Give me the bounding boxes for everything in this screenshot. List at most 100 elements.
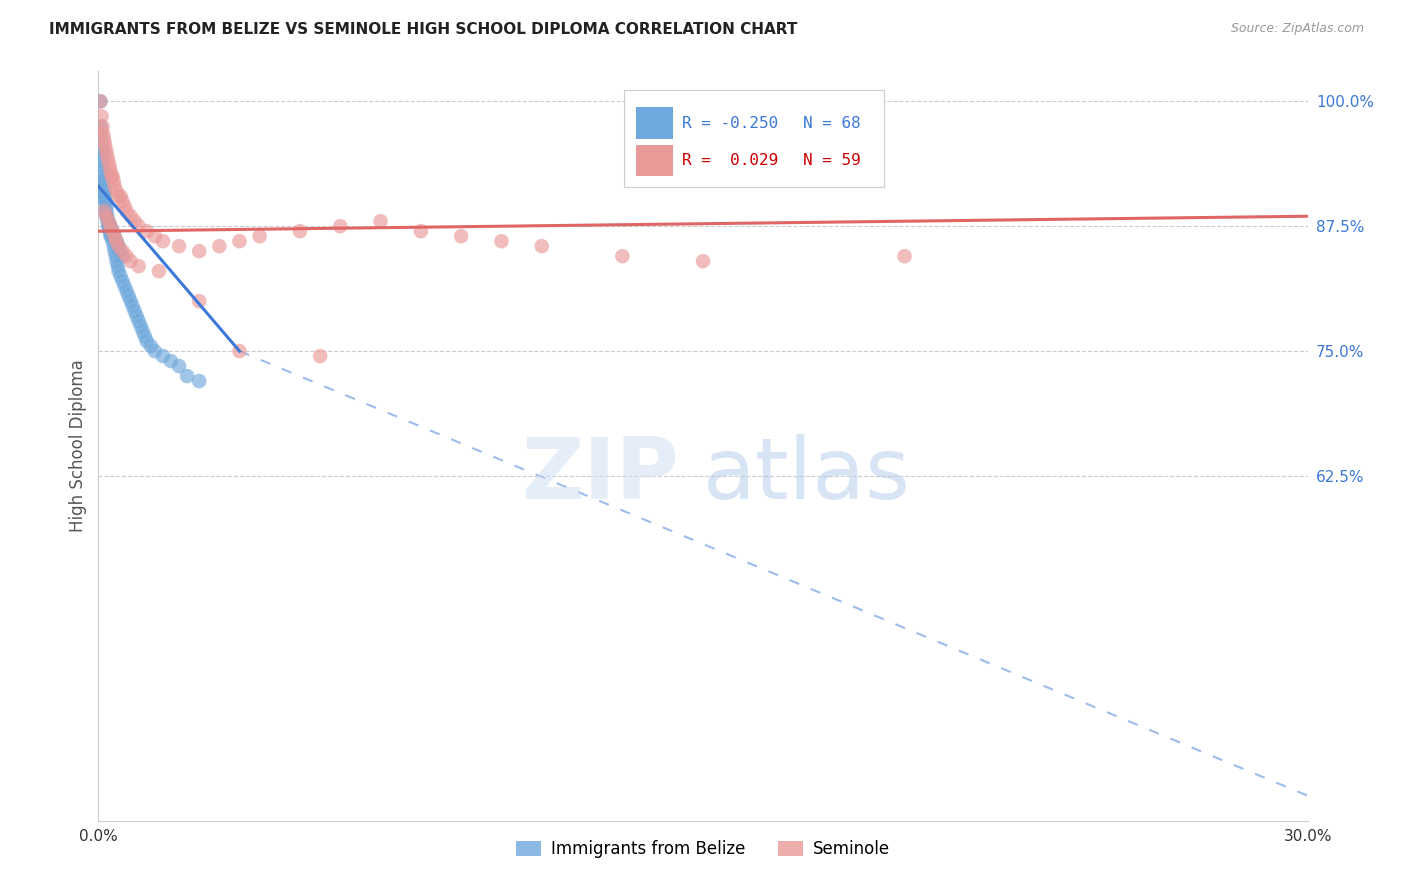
Point	[107, 239, 129, 253]
Point	[692, 254, 714, 268]
Point	[120, 294, 142, 309]
Point	[98, 224, 121, 238]
Point	[143, 229, 166, 244]
Point	[98, 159, 121, 173]
Point	[91, 149, 114, 163]
Point	[612, 249, 634, 263]
Point	[93, 129, 115, 144]
Point	[93, 189, 115, 203]
Point	[96, 214, 118, 228]
Text: IMMIGRANTS FROM BELIZE VS SEMINOLE HIGH SCHOOL DIPLOMA CORRELATION CHART: IMMIGRANTS FROM BELIZE VS SEMINOLE HIGH …	[49, 22, 797, 37]
Point	[96, 204, 118, 219]
Point	[96, 199, 118, 213]
Point	[100, 219, 122, 234]
Point	[98, 224, 121, 238]
Point	[93, 174, 115, 188]
Point	[100, 169, 122, 184]
Point	[94, 194, 117, 209]
Point	[129, 319, 152, 334]
Point	[103, 229, 125, 244]
Point	[89, 95, 111, 109]
Point	[121, 299, 143, 313]
Point	[97, 219, 120, 234]
Point	[110, 244, 132, 259]
Point	[100, 229, 122, 244]
Point	[91, 179, 114, 194]
Point	[491, 234, 513, 248]
Text: N = 59: N = 59	[803, 153, 860, 168]
Point	[104, 249, 127, 263]
FancyBboxPatch shape	[624, 90, 884, 187]
Point	[111, 249, 134, 263]
Point	[148, 264, 170, 278]
Point	[96, 145, 118, 159]
Point	[105, 234, 128, 248]
Point	[160, 354, 183, 368]
Point	[97, 154, 120, 169]
Point	[100, 164, 122, 178]
Point	[124, 304, 146, 318]
Point	[97, 219, 120, 234]
Point	[103, 179, 125, 194]
Text: N = 68: N = 68	[803, 116, 860, 130]
Text: Source: ZipAtlas.com: Source: ZipAtlas.com	[1230, 22, 1364, 36]
Point	[176, 369, 198, 384]
Point	[134, 329, 156, 343]
Point	[90, 109, 112, 123]
Point	[132, 324, 155, 338]
Point	[103, 239, 125, 253]
Point	[450, 229, 472, 244]
Point	[115, 249, 138, 263]
Point	[530, 239, 553, 253]
Point	[105, 234, 128, 248]
Point	[228, 234, 250, 248]
Point	[101, 234, 124, 248]
Point	[228, 344, 250, 359]
Point	[118, 289, 141, 303]
Point	[89, 95, 111, 109]
Bar	[637, 107, 672, 139]
Point	[249, 229, 271, 244]
Point	[89, 120, 111, 134]
Point	[103, 174, 125, 188]
Point	[128, 259, 150, 273]
Point	[96, 209, 118, 223]
Point	[110, 189, 132, 203]
Point	[288, 224, 311, 238]
Point	[114, 279, 136, 293]
Point	[124, 214, 146, 228]
Y-axis label: High School Diploma: High School Diploma	[69, 359, 87, 533]
Point	[91, 164, 114, 178]
Text: R = -0.250: R = -0.250	[682, 116, 779, 130]
Point	[94, 184, 117, 198]
Point	[90, 129, 112, 144]
Point	[93, 179, 115, 194]
Point	[128, 219, 150, 234]
Point	[143, 344, 166, 359]
Point	[94, 139, 117, 153]
Point	[128, 314, 150, 328]
Point	[125, 309, 148, 323]
Point	[152, 349, 174, 363]
Point	[208, 239, 231, 253]
Point	[96, 209, 118, 223]
Point	[135, 334, 157, 348]
Point	[91, 154, 114, 169]
Point	[105, 254, 128, 268]
Point	[101, 169, 124, 184]
Point	[115, 204, 138, 219]
Point	[120, 254, 142, 268]
Point	[94, 194, 117, 209]
Point	[100, 219, 122, 234]
Point	[93, 134, 115, 148]
Point	[91, 159, 114, 173]
Point	[188, 374, 211, 388]
Point	[103, 229, 125, 244]
Point	[101, 224, 124, 238]
Point	[370, 214, 392, 228]
Point	[107, 264, 129, 278]
Point	[94, 189, 117, 203]
Text: R =  0.029: R = 0.029	[682, 153, 779, 168]
Point	[100, 229, 122, 244]
Point	[96, 209, 118, 223]
